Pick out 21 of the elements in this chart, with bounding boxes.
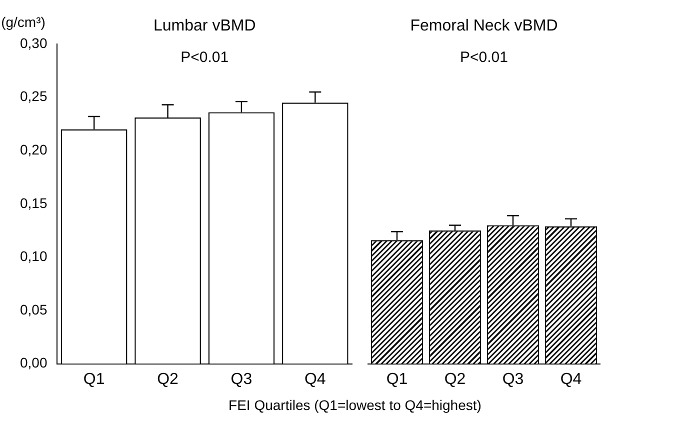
y-tick-label: 0,05 <box>20 301 48 318</box>
chart-title: Femoral Neck vBMD <box>410 17 558 34</box>
x-tick-label: Q4 <box>304 370 326 388</box>
y-tick-label: 0,00 <box>20 354 48 371</box>
x-tick-label: Q1 <box>386 370 408 388</box>
y-tick-label: 0,15 <box>20 194 48 211</box>
y-axis-title: (g/cm³) <box>1 14 46 30</box>
y-tick-label: 0,20 <box>20 141 48 158</box>
annotation: P<0.01 <box>180 49 229 66</box>
x-tick-label: Q2 <box>444 370 466 388</box>
chart-title: Lumbar vBMD <box>154 17 256 34</box>
x-tick-label: Q3 <box>502 370 524 388</box>
x-tick-label: Q2 <box>157 370 179 388</box>
x-tick-label: Q1 <box>83 370 105 388</box>
y-tick-label: 0,25 <box>20 88 48 104</box>
x-axis-title: FEI Quartiles (Q1=lowest to Q4=highest) <box>228 397 482 413</box>
x-tick-label: Q4 <box>560 370 582 388</box>
x-tick-label: Q3 <box>230 370 252 388</box>
y-tick-label: 0,30 <box>20 34 48 51</box>
annotation: P<0.01 <box>460 49 508 66</box>
y-tick-label: 0,10 <box>20 248 48 264</box>
